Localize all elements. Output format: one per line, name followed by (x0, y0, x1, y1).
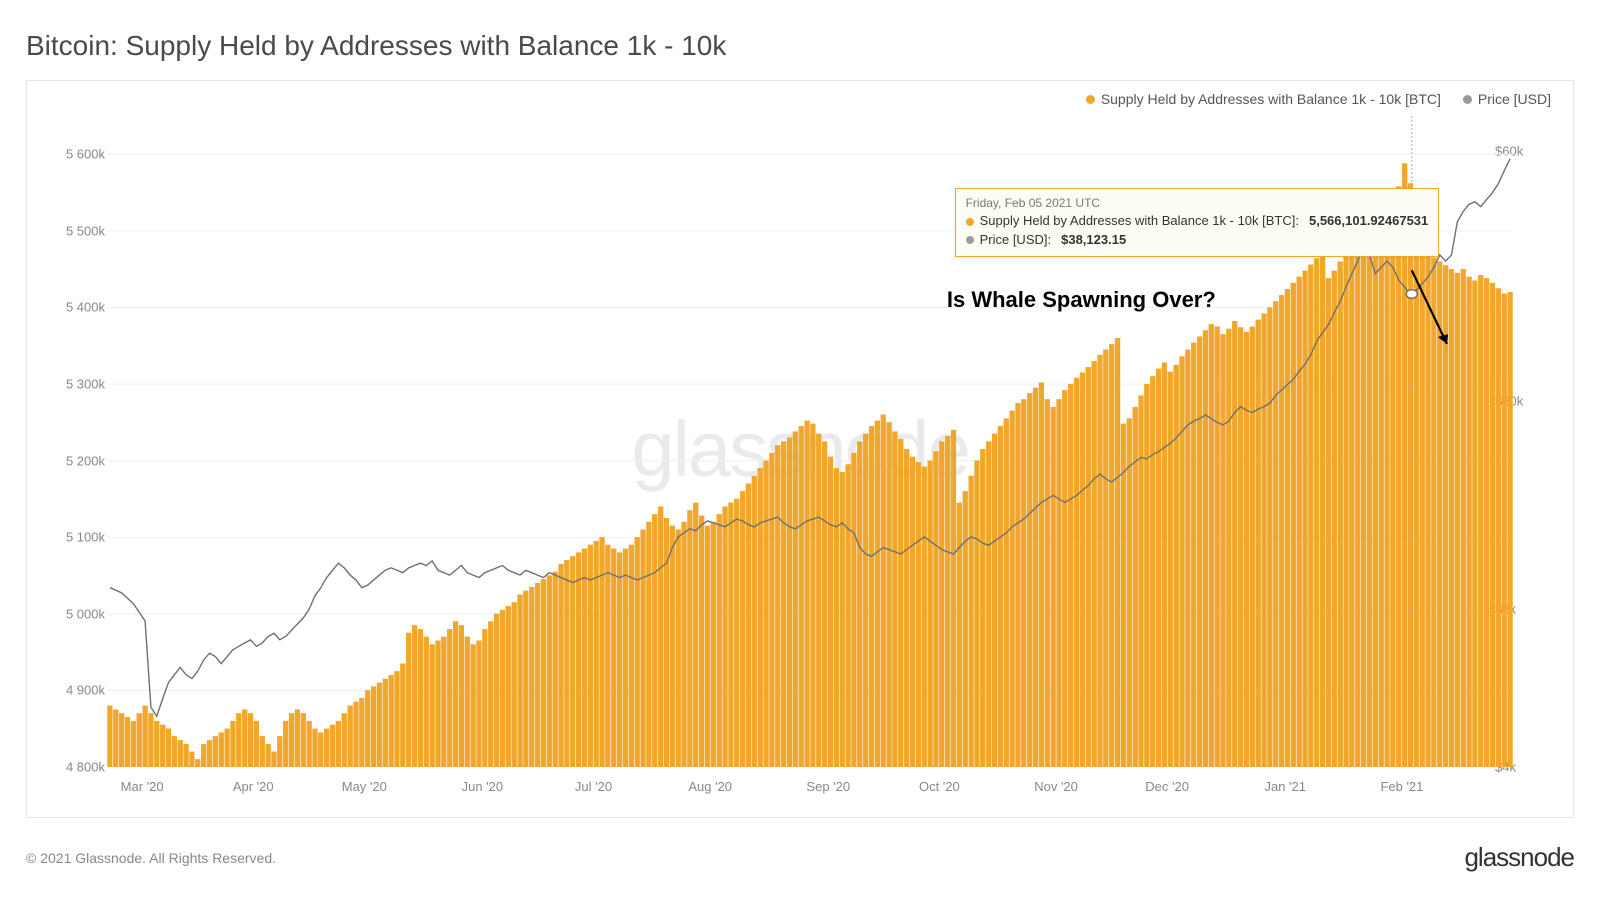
tooltip-row2-value: $38,123.15 (1061, 231, 1126, 250)
y-left-tick: 5 200k (35, 453, 105, 468)
x-tick: Aug '20 (688, 779, 732, 794)
y-left-tick: 5 300k (35, 377, 105, 392)
legend: Supply Held by Addresses with Balance 1k… (1086, 91, 1551, 107)
y-left-tick: 5 000k (35, 606, 105, 621)
y-left-tick: 5 600k (35, 147, 105, 162)
x-tick: Jan '21 (1264, 779, 1306, 794)
tooltip-row1-value: 5,566,101.92467531 (1309, 212, 1428, 231)
chart-container[interactable]: Supply Held by Addresses with Balance 1k… (26, 80, 1574, 818)
y-axis-left: 4 800k4 900k5 000k5 100k5 200k5 300k5 40… (35, 116, 105, 767)
tooltip: Friday, Feb 05 2021 UTC Supply Held by A… (955, 188, 1440, 257)
x-tick: Nov '20 (1034, 779, 1078, 794)
x-tick: Sep '20 (806, 779, 850, 794)
legend-dot-price (1463, 95, 1472, 104)
x-tick: May '20 (342, 779, 387, 794)
tooltip-row2-label: Price [USD]: (980, 231, 1052, 250)
tooltip-row1-label: Supply Held by Addresses with Balance 1k… (980, 212, 1299, 231)
legend-item-supply[interactable]: Supply Held by Addresses with Balance 1k… (1086, 91, 1441, 107)
x-tick: Dec '20 (1145, 779, 1189, 794)
x-tick: Jul '20 (575, 779, 612, 794)
y-left-tick: 5 400k (35, 300, 105, 315)
x-axis: Mar '20 Apr '20 May '20 Jun '20 Jul '20 Aug '… (107, 779, 1513, 799)
tooltip-date: Friday, Feb 05 2021 UTC (966, 195, 1429, 212)
y-left-tick: 5 100k (35, 530, 105, 545)
x-tick: Apr '20 (233, 779, 274, 794)
tooltip-dot-supply (966, 218, 974, 226)
annotation-text: Is Whale Spawning Over? (947, 287, 1216, 313)
legend-label-supply: Supply Held by Addresses with Balance 1k… (1101, 91, 1441, 107)
x-tick: Oct '20 (919, 779, 960, 794)
chart-title: Bitcoin: Supply Held by Addresses with B… (26, 30, 1574, 62)
y-left-tick: 4 800k (35, 760, 105, 775)
footer: © 2021 Glassnode. All Rights Reserved. g… (26, 842, 1574, 873)
y-left-tick: 4 900k (35, 683, 105, 698)
copyright-text: © 2021 Glassnode. All Rights Reserved. (26, 850, 276, 866)
x-tick: Jun '20 (462, 779, 504, 794)
y-left-tick: 5 500k (35, 223, 105, 238)
legend-label-price: Price [USD] (1478, 91, 1551, 107)
legend-dot-supply (1086, 95, 1095, 104)
brand-logo: glassnode (1464, 842, 1574, 873)
tooltip-dot-price (966, 236, 974, 244)
page-root: Bitcoin: Supply Held by Addresses with B… (0, 0, 1600, 899)
legend-item-price[interactable]: Price [USD] (1463, 91, 1551, 107)
x-tick: Feb '21 (1380, 779, 1423, 794)
x-tick: Mar '20 (121, 779, 164, 794)
